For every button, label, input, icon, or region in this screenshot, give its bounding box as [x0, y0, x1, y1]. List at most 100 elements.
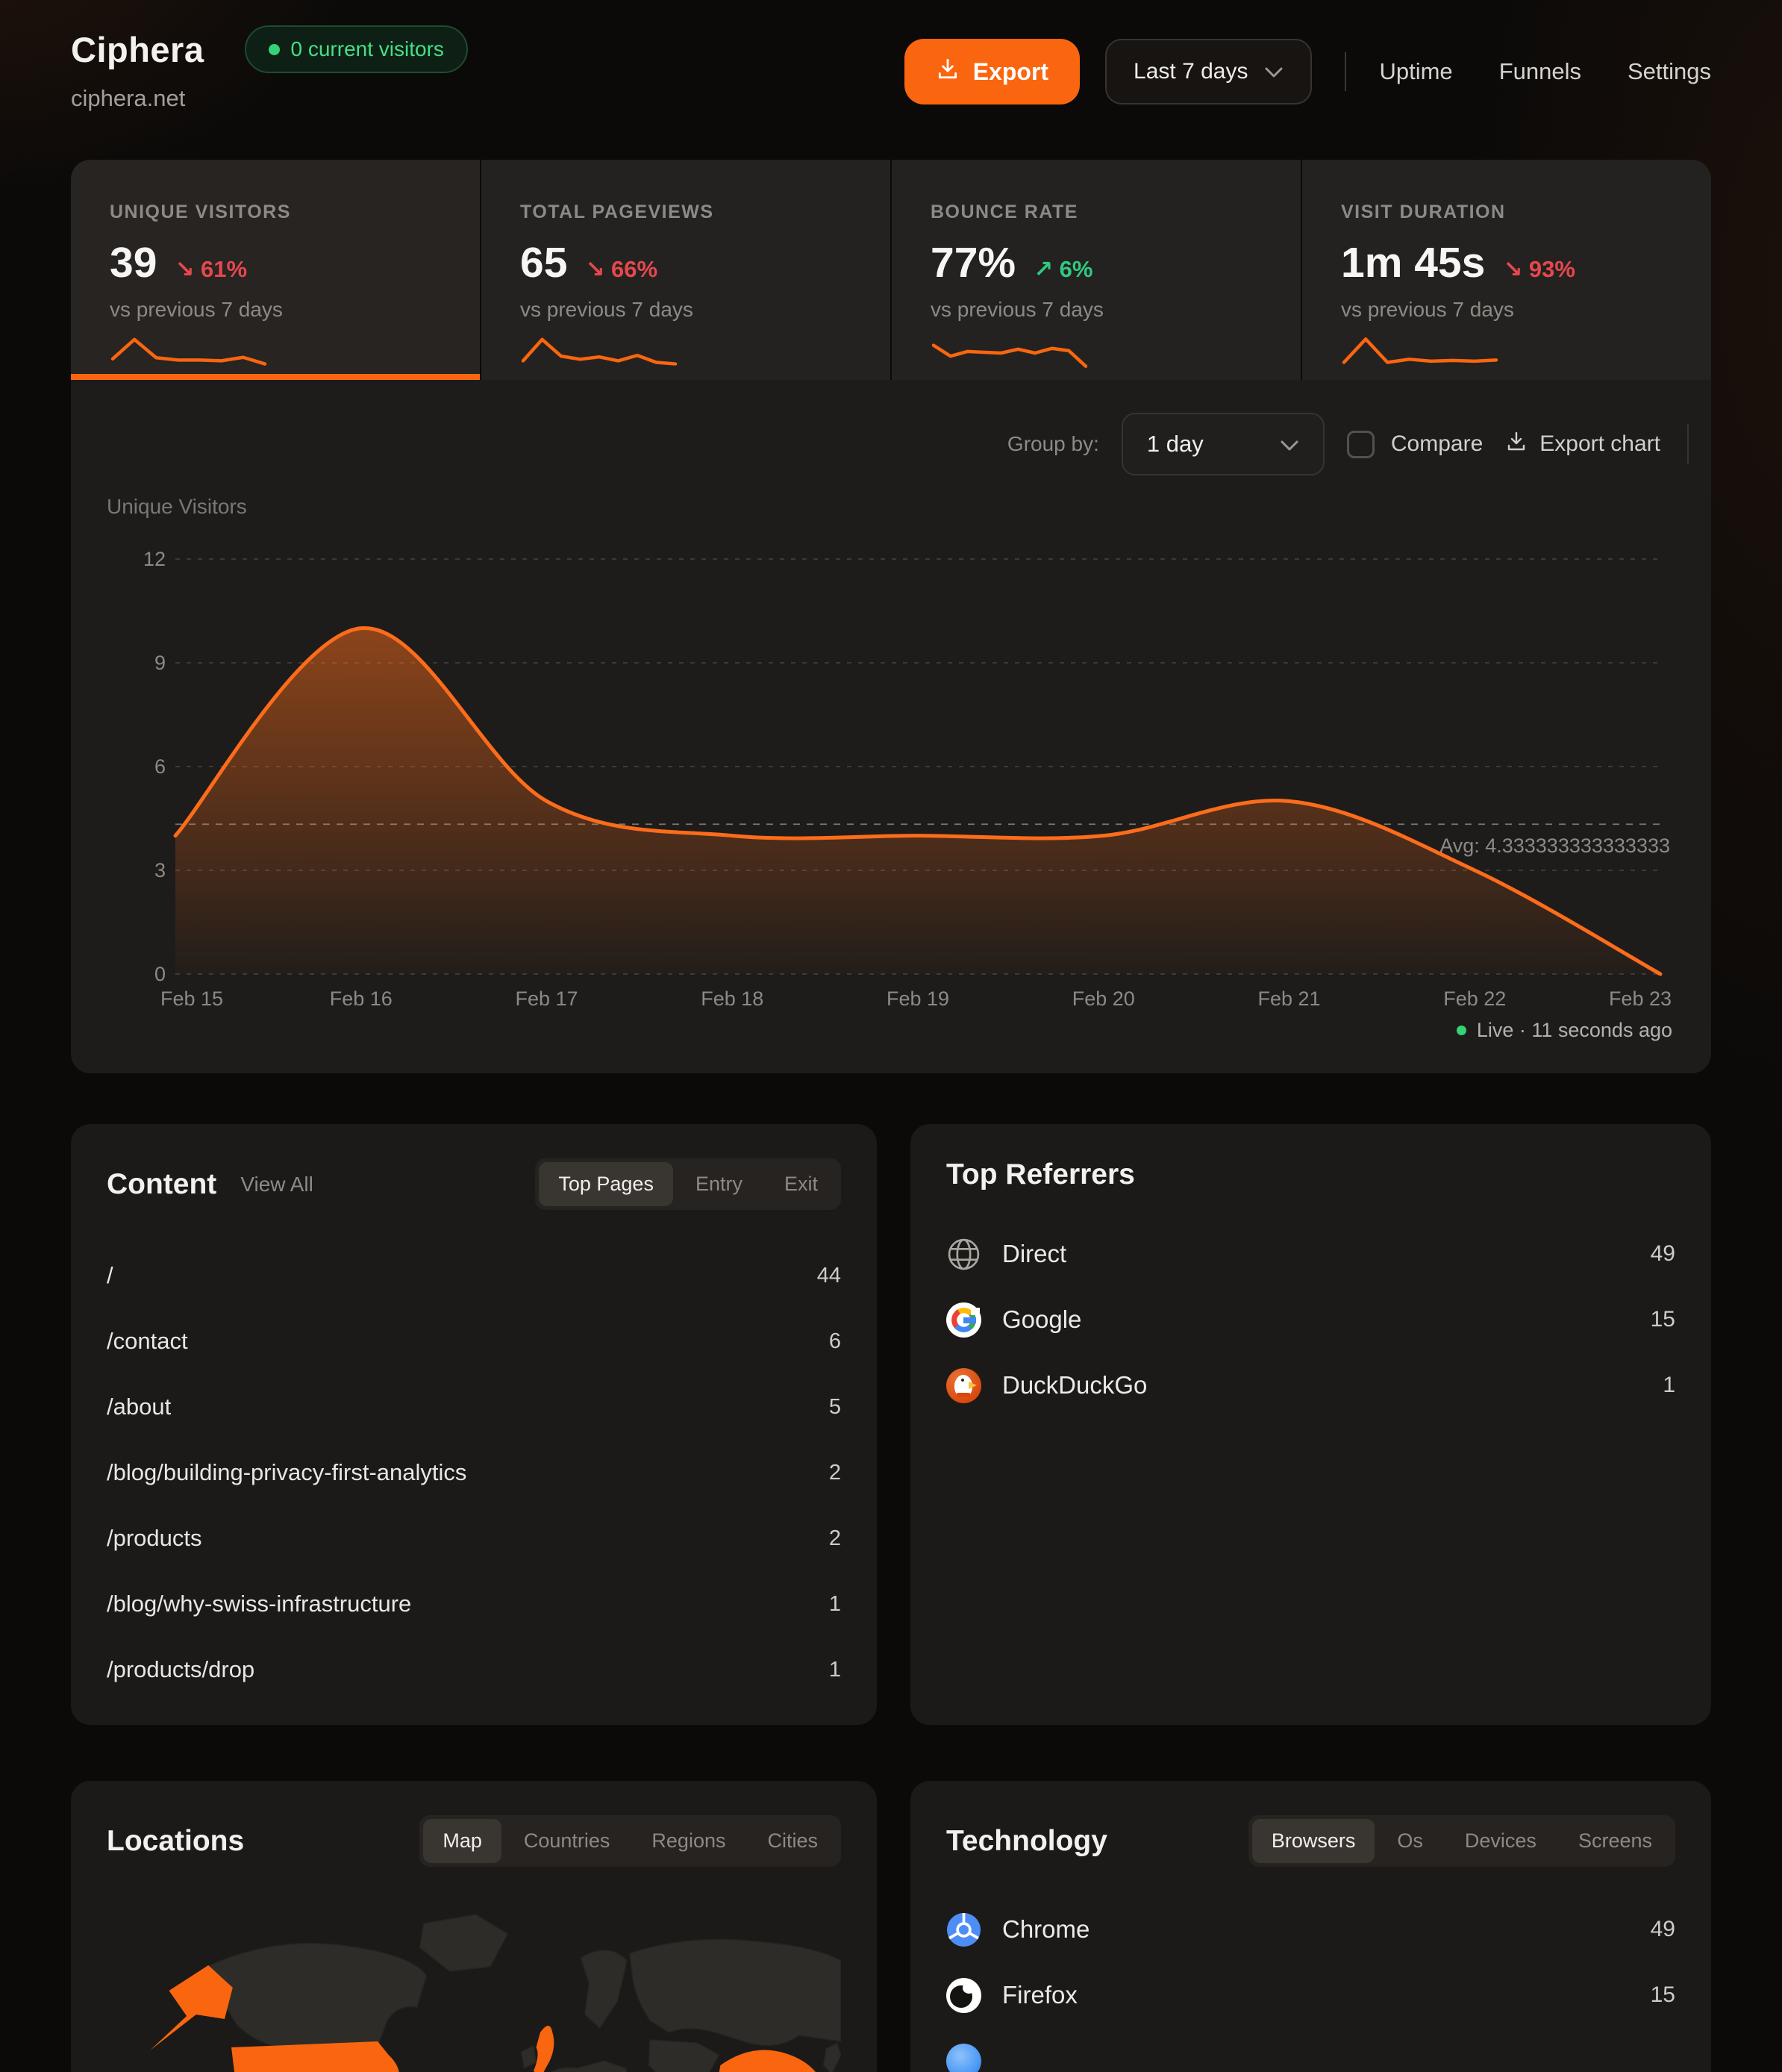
- referrer-row[interactable]: Google 15: [946, 1287, 1675, 1352]
- map-russia: [629, 1938, 841, 2047]
- content-row[interactable]: /blog/why-swiss-infrastructure 1: [107, 1571, 841, 1637]
- content-row[interactable]: /contact 6: [107, 1308, 841, 1374]
- map-alaska-highlight: [150, 1965, 233, 2050]
- technology-row[interactable]: Chrome 49: [946, 1897, 1675, 1962]
- live-dot-icon: [1456, 1026, 1466, 1035]
- map-europe: [550, 2060, 628, 2072]
- referrer-row-value: 1: [1663, 1373, 1675, 1397]
- google-g-notch: [971, 1307, 980, 1315]
- content-tab-entry[interactable]: Entry: [676, 1162, 762, 1206]
- stat-value: 39: [110, 239, 157, 287]
- stat-change-positive: ↗ 6%: [1034, 256, 1093, 282]
- technology-row[interactable]: Firefox 15: [946, 1962, 1675, 2028]
- page-views-count: 1: [828, 1657, 841, 1682]
- svg-text:Feb 23: Feb 23: [1609, 987, 1672, 1010]
- map-japan: [822, 2041, 841, 2072]
- nav-item-uptime[interactable]: Uptime: [1379, 58, 1453, 84]
- svg-text:Feb 18: Feb 18: [701, 987, 763, 1010]
- technology-tab-os[interactable]: Os: [1378, 1819, 1442, 1863]
- page-views-count: 2: [828, 1460, 841, 1485]
- firefox-highlight: [963, 1982, 975, 1994]
- current-visitors-badge: 0 current visitors: [244, 25, 468, 73]
- top-nav: Uptime Funnels Settings: [1379, 58, 1711, 85]
- world-map[interactable]: [107, 1895, 841, 2072]
- live-status: Live · 11 seconds ago: [71, 1014, 1711, 1048]
- locations-tab-countries[interactable]: Countries: [504, 1819, 630, 1863]
- locations-tab-map[interactable]: Map: [423, 1819, 501, 1863]
- page-path: /products/drop: [107, 1656, 255, 1682]
- stat-card-visit-duration[interactable]: VISIT DURATION 1m 45s ↘ 93% vs previous 7 d…: [1302, 160, 1711, 380]
- page-path: /blog/building-privacy-first-analytics: [107, 1459, 467, 1485]
- stat-card-total-pageviews[interactable]: TOTAL PAGEVIEWS 65 ↘ 66% vs previous 7 days: [481, 160, 890, 380]
- locations-tabs: Map Countries Regions Cities: [419, 1815, 841, 1867]
- nav-item-settings[interactable]: Settings: [1627, 58, 1711, 84]
- stat-label: BOUNCE RATE: [931, 202, 1078, 222]
- nav-item-funnels[interactable]: Funnels: [1498, 58, 1581, 84]
- page-path: /contact: [107, 1328, 188, 1354]
- locations-tab-cities[interactable]: Cities: [748, 1819, 837, 1863]
- unique-visitors-chart[interactable]: 0 3 6 9 12 Avg: 4.333333333333333 Feb 15 Feb 16…: [104, 522, 1678, 1014]
- svg-text:6: 6: [154, 755, 166, 778]
- technology-tab-screens[interactable]: Screens: [1559, 1819, 1672, 1863]
- page-path: /products: [107, 1525, 202, 1551]
- download-icon: [1505, 430, 1528, 458]
- chart-controls: Group by: 1 day Compare Export chart: [71, 380, 1711, 475]
- export-chart-button[interactable]: Export chart: [1505, 430, 1660, 458]
- view-all-link[interactable]: View All: [240, 1172, 313, 1196]
- stat-sparkline: [521, 337, 678, 366]
- stat-label: TOTAL PAGEVIEWS: [520, 202, 714, 222]
- referrer-row[interactable]: Direct 49: [946, 1221, 1675, 1287]
- content-row[interactable]: /products 2: [107, 1505, 841, 1571]
- export-button[interactable]: Export: [904, 39, 1081, 104]
- content-tab-exit[interactable]: Exit: [765, 1162, 837, 1206]
- stat-card-unique-visitors[interactable]: UNIQUE VISITORS 39 ↘ 61% vs previous 7 days: [71, 160, 480, 380]
- content-tabs: Top Pages Entry Exit: [535, 1158, 841, 1210]
- locations-panel: Locations Map Countries Regions Cities: [71, 1781, 877, 2072]
- chevron-down-icon: [1264, 59, 1284, 84]
- technology-row-partial[interactable]: [946, 2028, 1675, 2072]
- page-views-count: 44: [816, 1263, 841, 1288]
- download-icon: [936, 57, 960, 87]
- referrer-row[interactable]: DuckDuckGo 1: [946, 1352, 1675, 1418]
- google-icon: [946, 1302, 981, 1338]
- map-china-highlight: [719, 2050, 816, 2072]
- technology-rows: Chrome 49 Firefox 15: [946, 1897, 1675, 2072]
- stat-compare-label: vs previous 7 days: [520, 298, 693, 321]
- stat-value-row: 65 ↘ 66%: [520, 238, 890, 287]
- stat-value-row: 39 ↘ 61%: [110, 238, 480, 287]
- content-row[interactable]: /blog/building-privacy-first-analytics 2: [107, 1440, 841, 1505]
- content-panel: Content View All Top Pages Entry Exit /44/…: [71, 1124, 877, 1725]
- locations-title: Locations: [107, 1824, 245, 1857]
- stat-value-row: 77% ↗ 6%: [931, 238, 1301, 287]
- compare-checkbox[interactable]: [1346, 430, 1375, 458]
- content-row[interactable]: /about 5: [107, 1374, 841, 1440]
- page-path: /blog/why-swiss-infrastructure: [107, 1591, 412, 1617]
- technology-tab-browsers[interactable]: Browsers: [1251, 1819, 1375, 1863]
- content-tab-top-pages[interactable]: Top Pages: [539, 1162, 673, 1206]
- map-scandinavia: [580, 1950, 628, 2029]
- metrics-block: UNIQUE VISITORS 39 ↘ 61% vs previous 7 days…: [71, 160, 1711, 1073]
- svg-text:Feb 15: Feb 15: [160, 987, 223, 1010]
- current-visitors-label: 0 current visitors: [290, 37, 444, 60]
- stat-compare-label: vs previous 7 days: [1341, 298, 1514, 321]
- stat-cards-row: UNIQUE VISITORS 39 ↘ 61% vs previous 7 days…: [71, 160, 1711, 380]
- map-ireland: [520, 2044, 537, 2070]
- date-range-dropdown[interactable]: Last 7 days: [1105, 39, 1313, 104]
- technology-tab-devices[interactable]: Devices: [1445, 1819, 1556, 1863]
- stat-compare-label: vs previous 7 days: [110, 298, 283, 321]
- stat-sparkline: [1342, 337, 1498, 364]
- stat-sparkline: [110, 337, 267, 366]
- stat-card-bounce-rate[interactable]: BOUNCE RATE 77% ↗ 6% vs previous 7 days: [892, 160, 1301, 380]
- svg-text:Feb 21: Feb 21: [1257, 987, 1320, 1010]
- svg-text:Feb 16: Feb 16: [330, 987, 393, 1010]
- content-row[interactable]: / 44: [107, 1243, 841, 1308]
- stat-change-negative: ↘ 93%: [1503, 256, 1575, 282]
- svg-text:0: 0: [154, 963, 166, 985]
- stat-value: 1m 45s: [1341, 239, 1486, 287]
- referrer-row-name: DuckDuckGo: [1002, 1371, 1148, 1399]
- content-rows: / 44/contact 6/about 5/blog/building-privac…: [107, 1243, 841, 1703]
- group-by-dropdown[interactable]: 1 day: [1121, 413, 1325, 475]
- content-row[interactable]: /products/drop 1: [107, 1637, 841, 1703]
- referrer-row-name: Direct: [1002, 1240, 1067, 1267]
- locations-tab-regions[interactable]: Regions: [632, 1819, 745, 1863]
